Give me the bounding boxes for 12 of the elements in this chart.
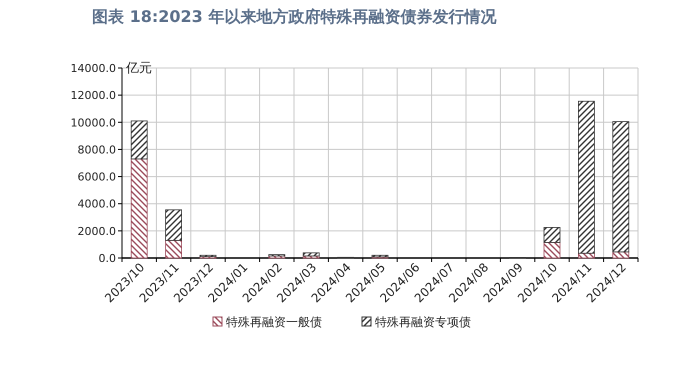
y-tick-label: 12000.0: [70, 89, 116, 102]
legend-label: 特殊再融资一般债: [226, 315, 322, 329]
y-tick-label: 14000.0: [70, 62, 116, 75]
y-axis-title: 亿元: [125, 61, 152, 76]
chart-title: 图表 18:2023 年以来地方政府特殊再融资债券发行情况: [92, 7, 498, 26]
y-tick-label: 10000.0: [70, 116, 116, 130]
y-tick-label: 6000.0: [78, 170, 116, 184]
y-tick-label: 8000.0: [78, 143, 116, 156]
y-tick-label: 2000.0: [78, 224, 116, 238]
y-tick-label: 4000.0: [78, 198, 116, 211]
y-tick-label: 0.0: [98, 252, 116, 265]
legend-label: 特殊再融资专项债: [375, 315, 471, 329]
